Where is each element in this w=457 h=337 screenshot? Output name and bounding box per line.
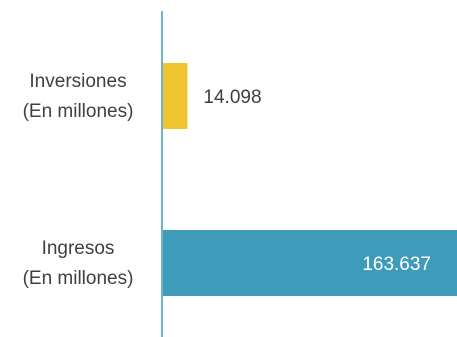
value-label-1: 163.637 (362, 254, 431, 275)
value-labels-layer: 14.098 163.637 (203, 87, 431, 275)
category-label-1: Ingresos (En millones) (23, 238, 134, 289)
category-labels-layer: Inversiones (En millones) Ingresos (En mill… (23, 71, 134, 289)
category-label-line: (En millones) (23, 268, 134, 289)
bars-layer (163, 63, 457, 296)
bar-0 (163, 63, 188, 129)
value-label-0: 14.098 (203, 87, 261, 108)
category-label-0: Inversiones (En millones) (23, 71, 134, 122)
category-label-line: (En millones) (23, 101, 134, 122)
category-label-line: Inversiones (29, 71, 126, 92)
category-label-line: Ingresos (42, 238, 115, 259)
bar-1 (163, 230, 457, 296)
